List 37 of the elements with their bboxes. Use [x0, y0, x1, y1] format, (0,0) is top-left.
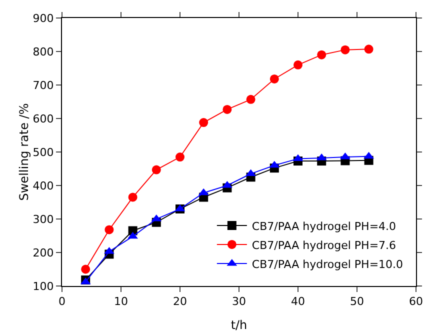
y-axis-title: Swelling rate /%	[16, 103, 31, 201]
x-axis-title: t/h	[230, 318, 248, 332]
y-tick-label: 900	[32, 12, 54, 25]
point	[317, 50, 326, 60]
legend-label: CB7/PAA hydrogel PH=4.0	[252, 220, 396, 233]
legend-label: CB7/PAA hydrogel PH=10.0	[252, 258, 404, 271]
x-tick-label: 20	[173, 295, 187, 308]
y-tick-label: 300	[32, 212, 54, 226]
point	[246, 169, 256, 176]
x-tick-label: 10	[114, 295, 128, 308]
point	[176, 152, 184, 162]
point	[199, 118, 208, 128]
y-tick-label: 500	[32, 146, 54, 159]
y-tick-label: 700	[32, 78, 54, 92]
x-tick-label: 30	[232, 295, 246, 308]
y-tick-label: 600	[32, 112, 54, 126]
y-tick-label: 800	[32, 45, 54, 58]
point	[364, 44, 374, 54]
y-tick-label: 400	[32, 179, 54, 192]
point	[270, 74, 279, 84]
x-tick-label: 60	[409, 295, 423, 308]
point	[81, 264, 90, 274]
point	[222, 104, 232, 114]
point	[294, 60, 302, 70]
point	[246, 94, 256, 104]
x-tick-label: 40	[291, 295, 305, 308]
point	[128, 192, 138, 202]
point	[128, 232, 138, 239]
x-tick-label: 50	[350, 295, 364, 308]
x-tick-label: 0	[58, 295, 66, 308]
y-tick-label: 100	[32, 280, 54, 293]
point	[104, 225, 114, 234]
point	[340, 45, 350, 54]
y-tick-label: 200	[32, 246, 54, 260]
point	[152, 165, 161, 174]
point	[364, 152, 374, 159]
legend-label: CB7/PAA hydrogel PH=7.6	[252, 238, 396, 252]
